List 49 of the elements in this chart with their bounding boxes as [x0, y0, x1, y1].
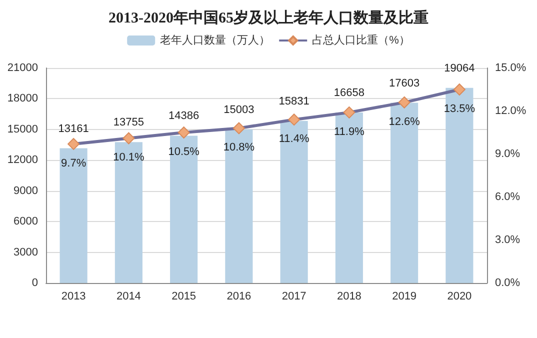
data-label: 15831	[278, 95, 310, 108]
data-label: 15003	[224, 104, 254, 116]
data-label: 10.8%	[223, 142, 255, 154]
x-tick-label: 2016	[226, 290, 252, 302]
data-label: 11.4%	[278, 133, 310, 146]
data-label: 19064	[444, 62, 475, 74]
y-tick-label: 3000	[14, 246, 38, 258]
y2-tick-label: 3.0%	[495, 234, 520, 246]
data-label: 10.5%	[168, 146, 200, 158]
data-label: 10.1%	[113, 152, 144, 164]
bar	[335, 112, 363, 283]
y2-tick-label: 15.0%	[495, 62, 526, 74]
y2-tick-label: 6.0%	[495, 191, 520, 203]
data-label: 13161	[58, 122, 89, 135]
data-label: 11.9%	[334, 126, 365, 138]
y2-tick-label: 0.0%	[495, 277, 520, 289]
x-tick-label: 2015	[172, 290, 196, 302]
bar	[446, 88, 474, 283]
x-tick-label: 2013	[61, 290, 86, 302]
bar	[390, 102, 418, 283]
bar	[170, 136, 198, 283]
y-tick-label: 6000	[14, 216, 38, 228]
data-label: 16658	[334, 86, 364, 99]
x-tick-label: 2020	[447, 290, 472, 302]
y-tick-label: 18000	[7, 92, 38, 105]
legend-label: 占总人口比重（%）	[312, 34, 410, 46]
y2-tick-label: 12.0%	[495, 105, 526, 117]
y-tick-label: 21000	[7, 62, 38, 74]
x-tick-label: 2019	[392, 290, 417, 302]
x-tick-label: 2018	[336, 290, 362, 302]
data-label: 13755	[113, 116, 144, 129]
bar	[280, 120, 308, 283]
chart-title: 2013-2020年中国65岁及以上老年人口数量及比重	[108, 10, 428, 26]
x-tick-label: 2017	[282, 290, 306, 302]
data-label: 13.5%	[444, 103, 476, 115]
data-label: 9.7%	[61, 157, 86, 170]
y-tick-label: 9000	[14, 184, 38, 197]
y-tick-label: 0	[32, 277, 38, 289]
data-label: 12.6%	[388, 116, 420, 128]
y-tick-label: 12000	[7, 154, 38, 166]
x-tick-label: 2014	[116, 290, 141, 302]
y2-tick-label: 9.0%	[495, 148, 520, 160]
data-label: 14386	[168, 110, 200, 122]
legend-label: 老年人口数量（万人）	[160, 34, 270, 46]
y-tick-label: 15000	[7, 123, 38, 136]
bar	[60, 148, 88, 283]
bar	[225, 129, 253, 283]
data-label: 17603	[389, 77, 420, 90]
bar	[114, 142, 142, 283]
